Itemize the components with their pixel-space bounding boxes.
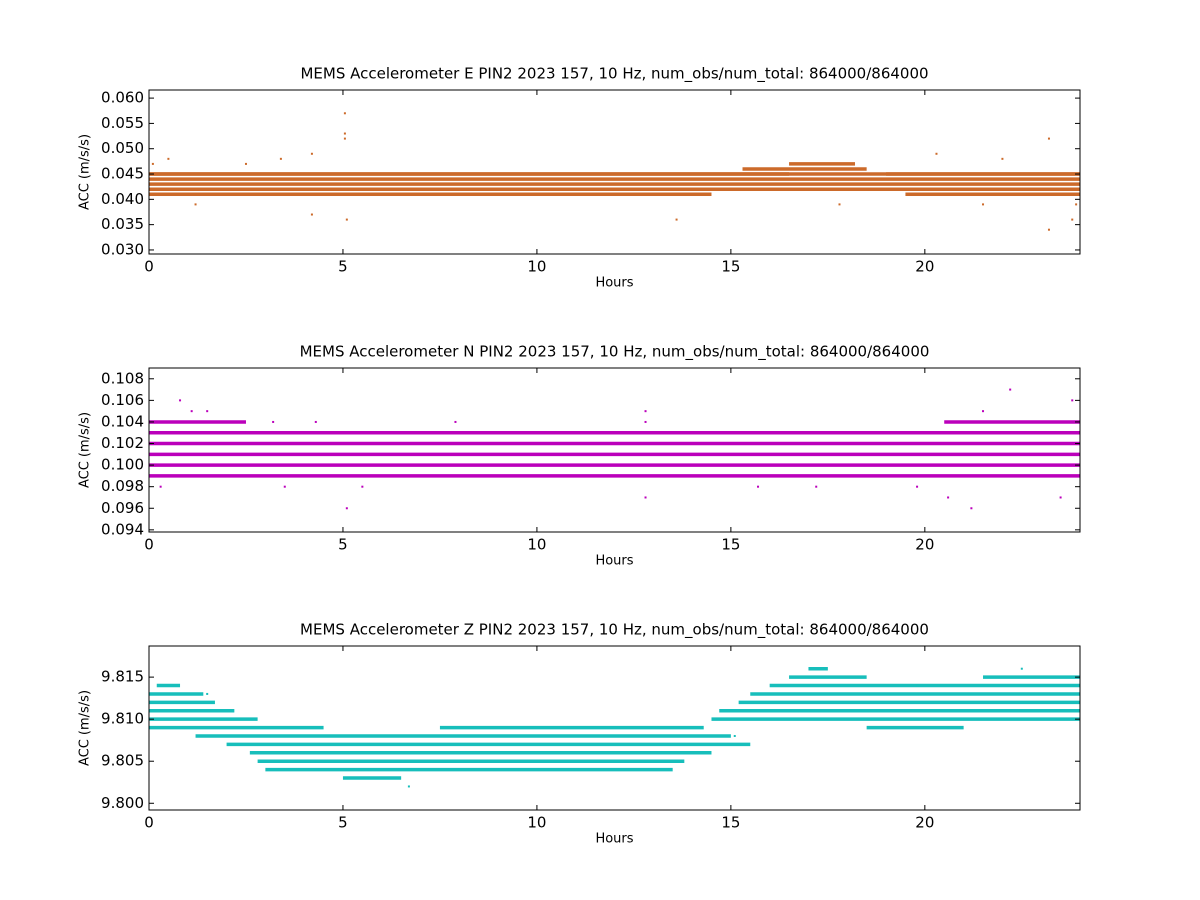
x-axis-label: Hours: [595, 832, 633, 847]
x-tick-label: 10: [527, 258, 546, 276]
data-point: [644, 410, 647, 413]
x-tick-label: 20: [915, 258, 934, 276]
y-tick-label: 9.800: [101, 794, 144, 812]
data-point: [916, 485, 919, 488]
y-tick-label: 0.050: [101, 139, 144, 157]
y-tick-label: 0.104: [101, 412, 144, 430]
y-axis-label: ACC (m/s/s): [78, 134, 93, 210]
data-point: [345, 218, 348, 221]
data-point: [407, 785, 410, 788]
data-point: [947, 726, 950, 729]
data-point: [982, 203, 985, 206]
data-point: [343, 132, 346, 135]
axes-frame: [148, 89, 1081, 255]
y-tick-label: 0.094: [101, 520, 144, 538]
data-point: [838, 203, 841, 206]
y-tick-label: 0.040: [101, 190, 144, 208]
x-tick-label: 15: [721, 536, 740, 554]
chart-title: MEMS Accelerometer N PIN2 2023 157, 10 H…: [300, 343, 930, 362]
x-tick-label: 5: [338, 536, 348, 554]
axes-frame: [148, 367, 1081, 533]
data-point: [244, 162, 247, 165]
chart-title: MEMS Accelerometer Z PIN2 2023 157, 10 H…: [300, 621, 929, 640]
y-axis-label: ACC (m/s/s): [78, 690, 93, 766]
y-tick-label: 0.030: [101, 240, 144, 258]
data-point: [194, 203, 197, 206]
y-tick-label: 0.098: [101, 477, 144, 495]
data-point: [272, 420, 275, 423]
data-point: [1075, 203, 1078, 206]
data-point: [970, 507, 973, 510]
y-tick-label: 0.035: [101, 215, 144, 233]
data-point: [644, 496, 647, 499]
plot-area: [149, 112, 1080, 231]
data-point: [757, 485, 760, 488]
data-point: [310, 152, 313, 155]
x-tick-label: 10: [527, 536, 546, 554]
y-axis-label: ACC (m/s/s): [78, 412, 93, 488]
x-tick-label: 5: [338, 814, 348, 832]
data-point: [151, 162, 154, 165]
data-point: [982, 410, 985, 413]
data-point: [1047, 137, 1050, 140]
y-tick-label: 9.815: [101, 668, 144, 686]
y-tick-label: 0.102: [101, 434, 144, 452]
y-tick-label: 0.045: [101, 165, 144, 183]
x-tick-label: 0: [144, 258, 154, 276]
data-point: [947, 496, 950, 499]
x-tick-label: 0: [144, 814, 154, 832]
data-point: [283, 485, 286, 488]
data-point: [1009, 388, 1012, 391]
x-tick-label: 15: [721, 258, 740, 276]
data-point: [1071, 399, 1074, 402]
data-point: [644, 420, 647, 423]
x-axis-label: Hours: [595, 276, 633, 291]
data-point: [279, 157, 282, 160]
data-point: [1001, 157, 1004, 160]
data-point: [345, 507, 348, 510]
y-tick-label: 0.060: [101, 89, 144, 107]
y-tick-label: 0.055: [101, 114, 144, 132]
data-point: [1020, 667, 1023, 670]
x-tick-label: 20: [915, 814, 934, 832]
data-point: [935, 152, 938, 155]
data-point: [206, 410, 209, 413]
data-point: [454, 420, 457, 423]
data-point: [733, 734, 736, 737]
data-point: [1047, 228, 1050, 231]
data-point: [815, 485, 818, 488]
x-tick-label: 20: [915, 536, 934, 554]
y-tick-label: 9.805: [101, 752, 144, 770]
data-point: [916, 684, 919, 687]
x-axis-label: Hours: [595, 554, 633, 569]
x-tick-label: 0: [144, 536, 154, 554]
x-tick-label: 5: [338, 258, 348, 276]
plot-area: [149, 388, 1080, 510]
data-point: [190, 410, 193, 413]
data-point: [361, 485, 364, 488]
data-point: [179, 399, 182, 402]
data-point: [1071, 218, 1074, 221]
x-tick-label: 10: [527, 814, 546, 832]
chart-title: MEMS Accelerometer E PIN2 2023 157, 10 H…: [300, 65, 928, 84]
y-tick-label: 0.100: [101, 456, 144, 474]
data-point: [1059, 496, 1062, 499]
axes-frame: [148, 645, 1081, 811]
data-point: [314, 420, 317, 423]
y-tick-label: 9.810: [101, 710, 144, 728]
y-tick-label: 0.096: [101, 499, 144, 517]
data-point: [675, 218, 678, 221]
y-tick-label: 0.106: [101, 391, 144, 409]
y-tick-label: 0.108: [101, 369, 144, 387]
data-point: [343, 112, 346, 115]
plot-area: [149, 666, 1080, 788]
data-point: [206, 692, 209, 695]
x-tick-label: 15: [721, 814, 740, 832]
data-point: [310, 213, 313, 216]
data-point: [167, 157, 170, 160]
data-point: [343, 137, 346, 140]
data-point: [159, 485, 162, 488]
